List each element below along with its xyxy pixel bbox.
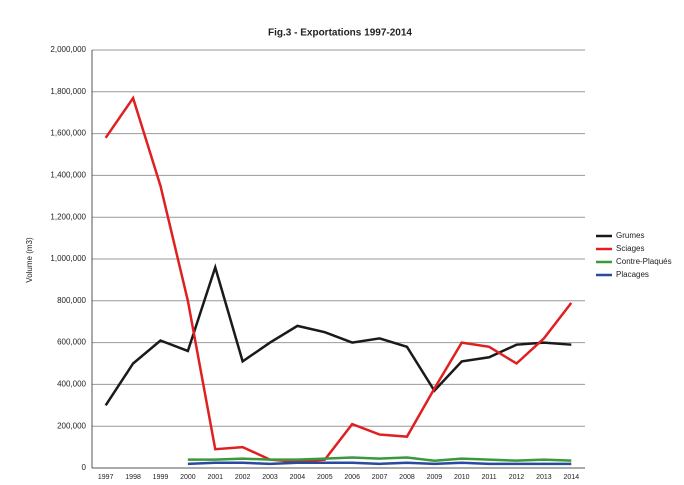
x-tick-label: 1999 xyxy=(153,474,169,481)
chart: Fig.3 - Exportations 1997-2014 Volume (m… xyxy=(0,0,684,485)
x-tick-label: 2010 xyxy=(454,474,470,481)
x-tick-label: 1997 xyxy=(98,474,114,481)
x-tick-label: 2006 xyxy=(344,474,360,481)
y-tick-label: 1,000,000 xyxy=(50,254,86,263)
y-tick-label: 1,600,000 xyxy=(50,129,86,138)
legend-label: Placages xyxy=(616,270,649,279)
y-tick-label: 0 xyxy=(82,463,87,472)
x-tick-label: 2007 xyxy=(372,474,388,481)
page: Fig.3 - Exportations 1997-2014 Volume (m… xyxy=(0,0,684,485)
y-tick-label: 1,400,000 xyxy=(50,171,86,180)
x-tick-label: 2003 xyxy=(262,474,278,481)
x-tick-label: 2009 xyxy=(427,474,443,481)
x-tick-label: 2012 xyxy=(509,474,525,481)
chart-title: Fig.3 - Exportations 1997-2014 xyxy=(268,28,412,39)
x-tick-label: 2000 xyxy=(180,474,196,481)
x-tick-label: 1998 xyxy=(125,474,141,481)
y-tick-label: 2,000,000 xyxy=(50,45,86,54)
x-tick-label: 2004 xyxy=(290,474,306,481)
x-tick-label: 2014 xyxy=(564,474,580,481)
x-tick-label: 2013 xyxy=(536,474,552,481)
y-tick-label: 1,800,000 xyxy=(50,87,86,96)
y-tick-label: 1,200,000 xyxy=(50,212,86,221)
x-tick-label: 2002 xyxy=(235,474,251,481)
y-axis-label: Volume (m3) xyxy=(25,237,34,283)
x-tick-label: 2011 xyxy=(482,474,497,481)
y-tick-label: 600,000 xyxy=(57,338,86,347)
series-line xyxy=(188,463,571,464)
background xyxy=(0,0,684,485)
legend-label: Contre-Plaqués xyxy=(616,257,672,266)
legend-label: Sciages xyxy=(616,244,644,253)
y-tick-label: 800,000 xyxy=(57,296,86,305)
legend-label: Grumes xyxy=(616,231,644,240)
x-tick-label: 2008 xyxy=(399,474,415,481)
x-tick-label: 2005 xyxy=(317,474,333,481)
y-tick-label: 200,000 xyxy=(57,421,86,430)
x-tick-label: 2001 xyxy=(207,474,223,481)
y-tick-label: 400,000 xyxy=(57,380,86,389)
